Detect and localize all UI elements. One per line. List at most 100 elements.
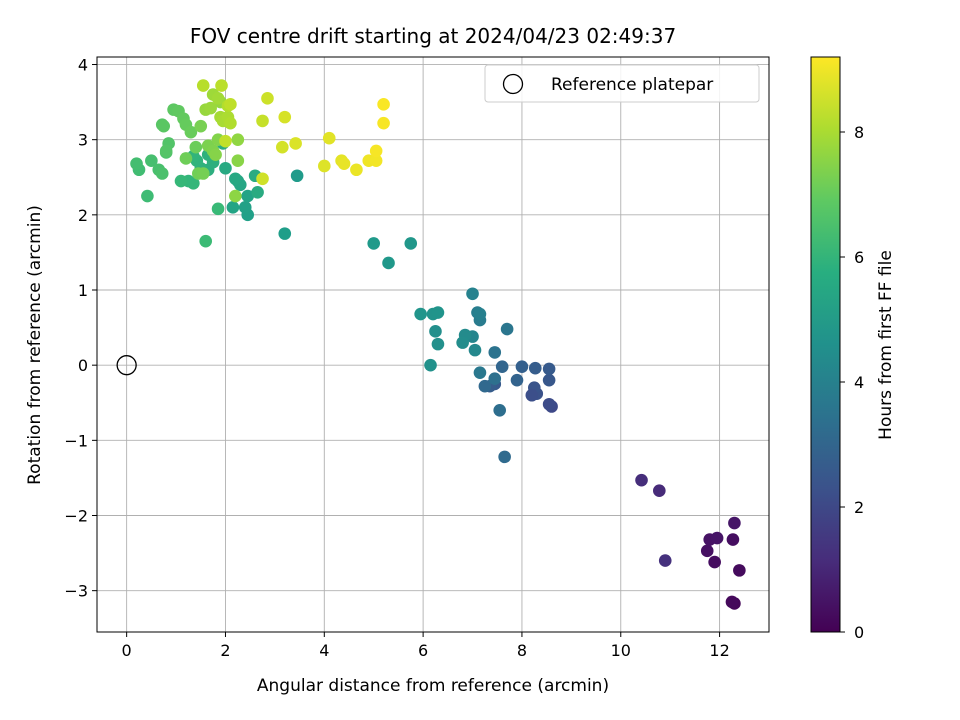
data-point — [261, 92, 274, 105]
data-point — [498, 450, 511, 464]
data-point — [155, 167, 169, 180]
data-point — [194, 119, 208, 133]
data-point — [542, 362, 556, 376]
data-point — [209, 148, 222, 162]
data-point — [174, 174, 188, 188]
reference-marker — [116, 355, 137, 376]
data-points — [130, 79, 746, 610]
data-point — [369, 144, 383, 158]
colorbar-gradient — [810, 56, 841, 633]
data-point — [653, 484, 666, 497]
data-point — [251, 185, 264, 199]
data-point — [478, 379, 492, 393]
data-point — [728, 516, 741, 530]
x-tick-label: 0 — [122, 641, 132, 660]
x-tick-label: 12 — [709, 641, 729, 660]
x-tick-label: 6 — [418, 641, 428, 660]
data-point — [317, 159, 331, 173]
colorbar: 0 2 4 6 8 Hours from first FF file — [810, 56, 896, 642]
data-point — [204, 101, 217, 115]
data-point — [211, 92, 225, 105]
data-point — [229, 172, 242, 186]
data-point — [157, 119, 171, 133]
grid — [97, 57, 769, 632]
data-point — [429, 325, 442, 338]
data-point — [488, 346, 502, 359]
chart-title: FOV centre drift starting at 2024/04/23 … — [190, 24, 676, 48]
y-tick-label: 1 — [78, 281, 88, 300]
data-point — [231, 154, 245, 168]
data-point — [473, 366, 487, 379]
data-point — [199, 234, 213, 248]
data-point — [289, 137, 302, 150]
data-point — [184, 125, 198, 139]
data-point — [710, 531, 724, 545]
data-point — [290, 169, 304, 183]
data-point — [414, 307, 427, 321]
data-point — [369, 154, 383, 168]
data-point — [725, 595, 739, 609]
data-point — [229, 189, 242, 203]
x-tick-label: 8 — [517, 641, 527, 660]
colorbar-tick-label: 2 — [854, 498, 864, 517]
data-point — [431, 306, 445, 319]
x-tick-label: 2 — [220, 641, 230, 660]
colorbar-tick-label: 6 — [854, 248, 864, 267]
legend-box — [484, 64, 760, 103]
data-point — [382, 256, 395, 270]
y-tick-label: 2 — [78, 206, 88, 225]
data-point — [211, 202, 225, 216]
data-point — [145, 154, 158, 168]
data-point — [337, 157, 351, 171]
y-tick-label: 0 — [78, 356, 88, 375]
legend-marker — [502, 73, 524, 95]
colorbar-tick-label: 8 — [854, 123, 864, 142]
data-point — [500, 322, 514, 336]
data-point — [278, 227, 292, 240]
y-axis-label: Rotation from reference (arcmin) — [25, 205, 45, 485]
data-point — [525, 388, 539, 402]
legend-label: Reference platepar — [551, 75, 713, 95]
x-axis-label: Angular distance from reference (arcmin) — [257, 676, 609, 696]
data-point — [322, 131, 336, 145]
data-point — [635, 473, 648, 487]
data-point — [189, 140, 203, 154]
plot-frame — [96, 56, 770, 633]
data-point — [224, 116, 237, 130]
x-tick-label: 4 — [319, 641, 329, 660]
legend: Reference platepar — [484, 64, 760, 103]
x-tick-label: 10 — [611, 641, 631, 660]
data-point — [510, 373, 524, 387]
data-point — [275, 140, 289, 154]
data-point — [488, 372, 502, 385]
data-point — [187, 176, 200, 190]
data-point — [179, 152, 193, 165]
data-point — [456, 336, 469, 349]
data-point — [224, 98, 237, 111]
data-point — [473, 307, 487, 321]
y-tick-label: −1 — [64, 431, 88, 450]
data-point — [658, 554, 672, 567]
data-point — [700, 544, 714, 558]
data-point — [241, 189, 255, 203]
data-point — [130, 157, 143, 171]
data-point — [196, 167, 210, 180]
y-tick-label: −2 — [64, 506, 88, 525]
data-point — [542, 397, 556, 411]
data-point — [515, 360, 529, 373]
data-point — [466, 287, 479, 301]
colorbar-ticks: 0 2 4 6 8 — [840, 123, 864, 642]
data-point — [708, 555, 721, 569]
data-point — [726, 533, 740, 546]
data-point — [219, 134, 232, 148]
data-point — [431, 337, 445, 351]
x-axis-ticks: 0 2 4 6 8 10 12 — [122, 632, 730, 660]
colorbar-label: Hours from first FF file — [876, 250, 896, 440]
y-tick-label: −3 — [64, 582, 88, 601]
y-axis-ticks: −3 −2 −1 0 1 2 3 4 — [64, 56, 97, 601]
data-point — [424, 358, 437, 372]
data-point — [256, 172, 269, 186]
data-point — [404, 237, 418, 250]
data-point — [495, 360, 509, 373]
